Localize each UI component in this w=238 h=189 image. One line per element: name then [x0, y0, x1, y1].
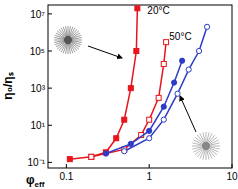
micelle-arm: [206, 150, 207, 160]
data-point: [128, 141, 133, 146]
x-axis-label-sub: eff: [35, 180, 45, 189]
micelle-arm: [63, 27, 66, 36]
x-tick-label: 0.1: [59, 171, 73, 182]
micelle-arm: [55, 41, 64, 44]
data-point: [134, 48, 139, 53]
data-point: [122, 117, 127, 122]
annotation: 50°C: [169, 31, 191, 42]
micelle-arm: [210, 146, 220, 147]
data-point: [204, 24, 209, 29]
data-point: [67, 157, 72, 162]
data-point: [161, 104, 166, 109]
data-point: [147, 136, 152, 141]
data-point: [172, 80, 177, 85]
arrow: [180, 96, 196, 132]
data-point: [147, 117, 152, 122]
series-line: [91, 42, 166, 157]
y-tick: [48, 50, 52, 51]
micelle-arm: [68, 44, 69, 54]
annotation: 20°C: [147, 5, 169, 16]
y-tick: [48, 162, 52, 163]
micelle-icon: [192, 132, 220, 160]
data-point: [164, 40, 169, 45]
data-point: [161, 117, 166, 122]
y-tick: [48, 13, 52, 14]
micelle-core: [202, 142, 210, 150]
micelle-arm: [72, 40, 82, 41]
micelle-arm: [72, 35, 81, 38]
data-point: [186, 67, 191, 72]
series-line: [124, 27, 207, 151]
x-axis-label: φeff: [26, 173, 45, 189]
micelle-arm: [68, 26, 69, 36]
plot-frame: [48, 5, 232, 168]
micelle-arm: [69, 44, 71, 54]
data-point: [114, 136, 119, 141]
y-axis-label: η₀/ηₛ: [1, 72, 15, 99]
data-point: [161, 61, 166, 66]
x-tick-label: 10: [226, 171, 238, 182]
y-tick-label: 10⁻¹: [28, 157, 46, 168]
micelle-arm: [72, 38, 82, 40]
arrow: [88, 46, 122, 58]
data-point: [89, 154, 94, 159]
y-tick-label: 10⁷: [30, 9, 45, 20]
y-tick-label: 10⁵: [30, 46, 45, 57]
data-point: [128, 86, 133, 91]
micelle-arm: [54, 40, 64, 41]
data-point: [175, 91, 180, 96]
data-point: [180, 58, 185, 63]
micelle-core: [64, 36, 72, 44]
micelle-arm: [66, 26, 68, 36]
micelle-arm: [207, 150, 209, 160]
data-point: [135, 6, 140, 11]
micelle-arm: [192, 146, 202, 147]
x-tick: [232, 164, 233, 168]
micelle-arm: [192, 147, 202, 149]
plot-marks: [67, 6, 209, 162]
micelle-arm: [206, 132, 207, 142]
y-tick: [48, 88, 52, 89]
series-line: [70, 8, 138, 159]
chart: 0.1 1 10 10⁻¹ 10¹ 10³ 10⁵ 10⁷ φeff η₀/ηₛ 20°C 50°C: [0, 0, 238, 189]
micelle-arm: [203, 132, 205, 142]
x-tick: [149, 164, 150, 168]
micelle-arm: [210, 143, 220, 145]
data-point: [103, 151, 108, 156]
data-point: [196, 48, 201, 53]
y-tick-label: 10¹: [31, 120, 46, 131]
x-tick-label: 1: [146, 171, 152, 182]
micelle-arm: [69, 44, 72, 53]
data-point: [156, 95, 161, 100]
micelle-icon: [54, 26, 82, 54]
y-tick: [48, 125, 52, 126]
data-point: [147, 128, 152, 133]
x-tick: [66, 164, 67, 168]
data-point: [122, 149, 127, 154]
data-point: [89, 154, 94, 159]
y-tick-label: 10³: [31, 83, 46, 94]
micelle-arm: [54, 41, 64, 43]
